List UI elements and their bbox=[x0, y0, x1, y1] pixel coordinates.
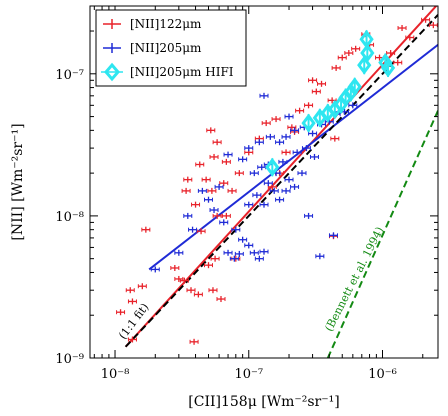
series-2 bbox=[265, 29, 396, 177]
y-axis-title: [NII] [Wm⁻²sr⁻¹] bbox=[10, 123, 26, 240]
legend-label: [NII]122μm bbox=[130, 17, 202, 31]
plot-frame bbox=[89, 5, 439, 359]
axes: 10⁻⁸ 10⁻⁷ 10⁻⁶ 10⁻⁹ 10⁻⁸ 10⁻⁷ bbox=[55, 5, 439, 382]
legend-label: [NII]205μm HIFI bbox=[130, 65, 234, 79]
hifi-point bbox=[301, 113, 316, 133]
hifi-point bbox=[359, 29, 374, 49]
annotations: (1:1 fit) (Bennett et al. 1994) bbox=[116, 225, 386, 342]
x-tick-label: 10⁻⁸ bbox=[101, 367, 130, 382]
y-tick-label: 10⁻⁷ bbox=[55, 68, 84, 83]
x-axis-title: [CII]158μ [Wm⁻²sr⁻¹] bbox=[188, 394, 339, 410]
hifi-point bbox=[360, 43, 375, 63]
x-tick-label: 10⁻⁷ bbox=[234, 367, 263, 382]
y-tick-label: 10⁻⁹ bbox=[55, 352, 84, 367]
legend-marker bbox=[104, 62, 120, 82]
annotation-label: (Bennett et al. 1994) bbox=[322, 225, 386, 334]
hifi-point bbox=[357, 55, 372, 75]
series-1 bbox=[150, 92, 358, 273]
y-tick-label: 10⁻⁸ bbox=[55, 210, 84, 225]
data-series bbox=[116, 16, 438, 345]
fit-line bbox=[326, 110, 438, 358]
hifi-point bbox=[347, 77, 362, 97]
legend-label: [NII]205μm bbox=[130, 41, 202, 55]
hifi-point bbox=[265, 157, 280, 177]
hifi-point bbox=[380, 58, 396, 78]
legend: [NII]122μm [NII]205μm [NII]205μm HIFI bbox=[95, 9, 247, 87]
x-tick-label: 10⁻⁶ bbox=[368, 367, 397, 382]
annotation-label: (1:1 fit) bbox=[116, 301, 151, 342]
